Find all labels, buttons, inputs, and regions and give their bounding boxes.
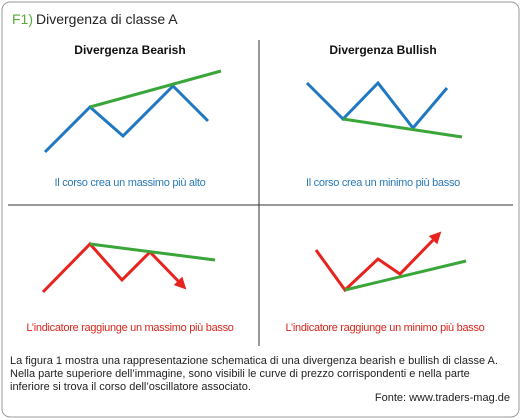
trend-line bbox=[342, 117, 463, 139]
description: La figura 1 mostra una rappresentazione … bbox=[10, 355, 498, 393]
panel-caption: L’indicatore raggiunge un massimo più ba… bbox=[26, 322, 233, 334]
panel-caption: L’indicatore raggiunge un minimo più bas… bbox=[286, 322, 485, 334]
indicator-line bbox=[41, 241, 187, 294]
source: Fonte: www.traders-mag.de bbox=[374, 392, 510, 404]
trend-line bbox=[344, 259, 467, 292]
panel-heading: Divergenza Bullish bbox=[329, 43, 436, 57]
panel-caption: Il corso crea un minimo più basso bbox=[306, 177, 460, 189]
panel-caption: Il corso crea un massimo più alto bbox=[55, 177, 206, 189]
indicator-line bbox=[314, 231, 442, 293]
price-line bbox=[43, 83, 210, 154]
trend-line bbox=[89, 69, 222, 109]
figure-label: F1) bbox=[12, 11, 33, 27]
trend-line bbox=[89, 242, 216, 262]
panel-heading: Divergenza Bearish bbox=[74, 43, 185, 57]
price-line bbox=[305, 80, 449, 131]
figure-title: Divergenza di classe A bbox=[36, 11, 178, 27]
